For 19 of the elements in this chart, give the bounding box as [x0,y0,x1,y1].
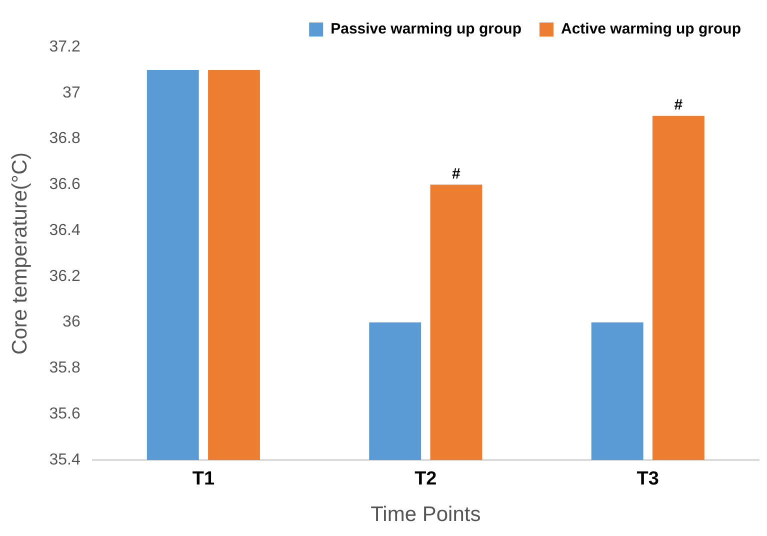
y-tick-label: 36.2 [49,268,80,285]
y-tick-label: 36.6 [49,176,80,194]
x-tick-label: T3 [636,468,659,490]
x-tick-label: T2 [414,468,437,490]
y-tick-label: 35.6 [49,406,80,423]
legend-label: Passive warming up group [330,20,522,38]
annotation: # [674,96,684,114]
y-tick-label: 36.4 [49,222,80,239]
x-tick-label: T1 [192,468,215,490]
y-tick-label: 36 [62,314,80,331]
x-axis-title: Time Points [370,503,481,526]
annotation: # [452,165,462,182]
y-tick-label: 36.8 [49,130,80,148]
y-tick-label: 35.8 [49,360,80,377]
legend-label: Active warming up group [560,20,741,38]
y-tick-label: 37.2 [49,38,80,56]
y-axis-title: Core temperature(°C) [8,152,32,355]
y-tick-label: 37 [62,84,80,102]
y-tick-label: 35.4 [49,451,80,468]
